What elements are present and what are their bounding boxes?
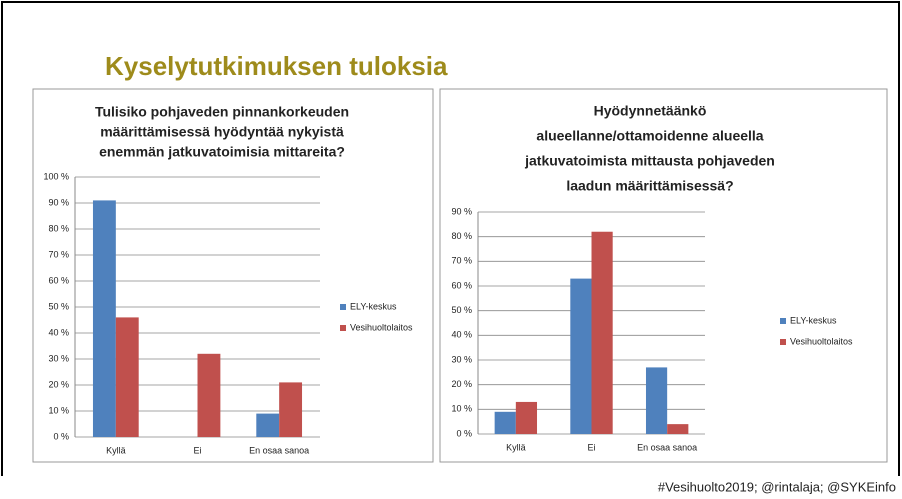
y-tick-label: 0 % — [456, 428, 472, 438]
y-tick-label: 80 % — [48, 223, 69, 233]
bar — [591, 231, 613, 434]
chart-title: Hyödynnetäänkö — [594, 103, 707, 119]
legend-label: ELY-keskus — [790, 315, 837, 325]
bar — [570, 278, 592, 434]
x-tick-label: En osaa sanoa — [249, 445, 309, 455]
footer: #Vesihuolto2019; @rintalaja; @SYKEinfo — [658, 479, 896, 494]
y-tick-label: 70 % — [451, 256, 472, 266]
bar — [494, 411, 516, 434]
y-tick-label: 30 % — [451, 354, 472, 364]
legend-swatch — [780, 318, 786, 324]
chart-title: alueellanne/ottamoidenne alueella — [536, 128, 763, 144]
y-tick-label: 20 % — [451, 379, 472, 389]
y-tick-label: 10 % — [451, 404, 472, 414]
legend-label: Vesihuoltolaitos — [790, 336, 853, 346]
y-tick-label: 70 % — [48, 249, 69, 259]
x-tick-label: Ei — [193, 445, 201, 455]
bar — [667, 424, 689, 434]
bar — [515, 401, 538, 434]
y-tick-label: 80 % — [451, 231, 472, 241]
bar — [115, 317, 139, 437]
y-tick-label: 40 % — [48, 327, 69, 337]
slide-title: Kyselytutkimuksen tuloksia — [105, 51, 448, 81]
x-tick-label: En osaa sanoa — [637, 442, 697, 452]
slide-frame — [1, 1, 900, 476]
y-tick-label: 50 % — [451, 305, 472, 315]
legend-swatch — [780, 339, 786, 345]
y-tick-label: 0 % — [53, 431, 69, 441]
legend-swatch — [340, 325, 346, 331]
bar — [645, 367, 668, 434]
x-tick-label: Ei — [587, 442, 595, 452]
chart-title: määrittämisessä hyödyntää nykyistä — [100, 124, 344, 140]
x-tick-label: Kyllä — [506, 442, 526, 452]
y-tick-label: 100 % — [43, 171, 69, 181]
y-tick-label: 30 % — [48, 353, 69, 363]
x-tick-label: Kyllä — [106, 445, 126, 455]
y-tick-label: 10 % — [48, 405, 69, 415]
legend-swatch — [340, 304, 346, 310]
chart-title: Tulisiko pohjaveden pinnankorkeuden — [95, 104, 349, 120]
bar — [256, 413, 280, 437]
chart-title: laadun määrittämisessä? — [566, 178, 733, 194]
y-tick-label: 60 % — [451, 280, 472, 290]
y-tick-label: 20 % — [48, 379, 69, 389]
y-tick-label: 90 % — [48, 197, 69, 207]
chart-title: jatkuvatoimista mittausta pohjaveden — [524, 153, 775, 169]
legend-label: Vesihuoltolaitos — [350, 322, 413, 332]
y-tick-label: 90 % — [451, 206, 472, 216]
y-tick-label: 60 % — [48, 275, 69, 285]
chart-title: enemmän jatkuvatoimisia mittareita? — [99, 144, 345, 160]
legend-label: ELY-keskus — [350, 301, 397, 311]
bar — [92, 200, 116, 437]
bar — [197, 353, 221, 437]
y-tick-label: 40 % — [451, 330, 472, 340]
bar — [279, 382, 303, 437]
y-tick-label: 50 % — [48, 301, 69, 311]
